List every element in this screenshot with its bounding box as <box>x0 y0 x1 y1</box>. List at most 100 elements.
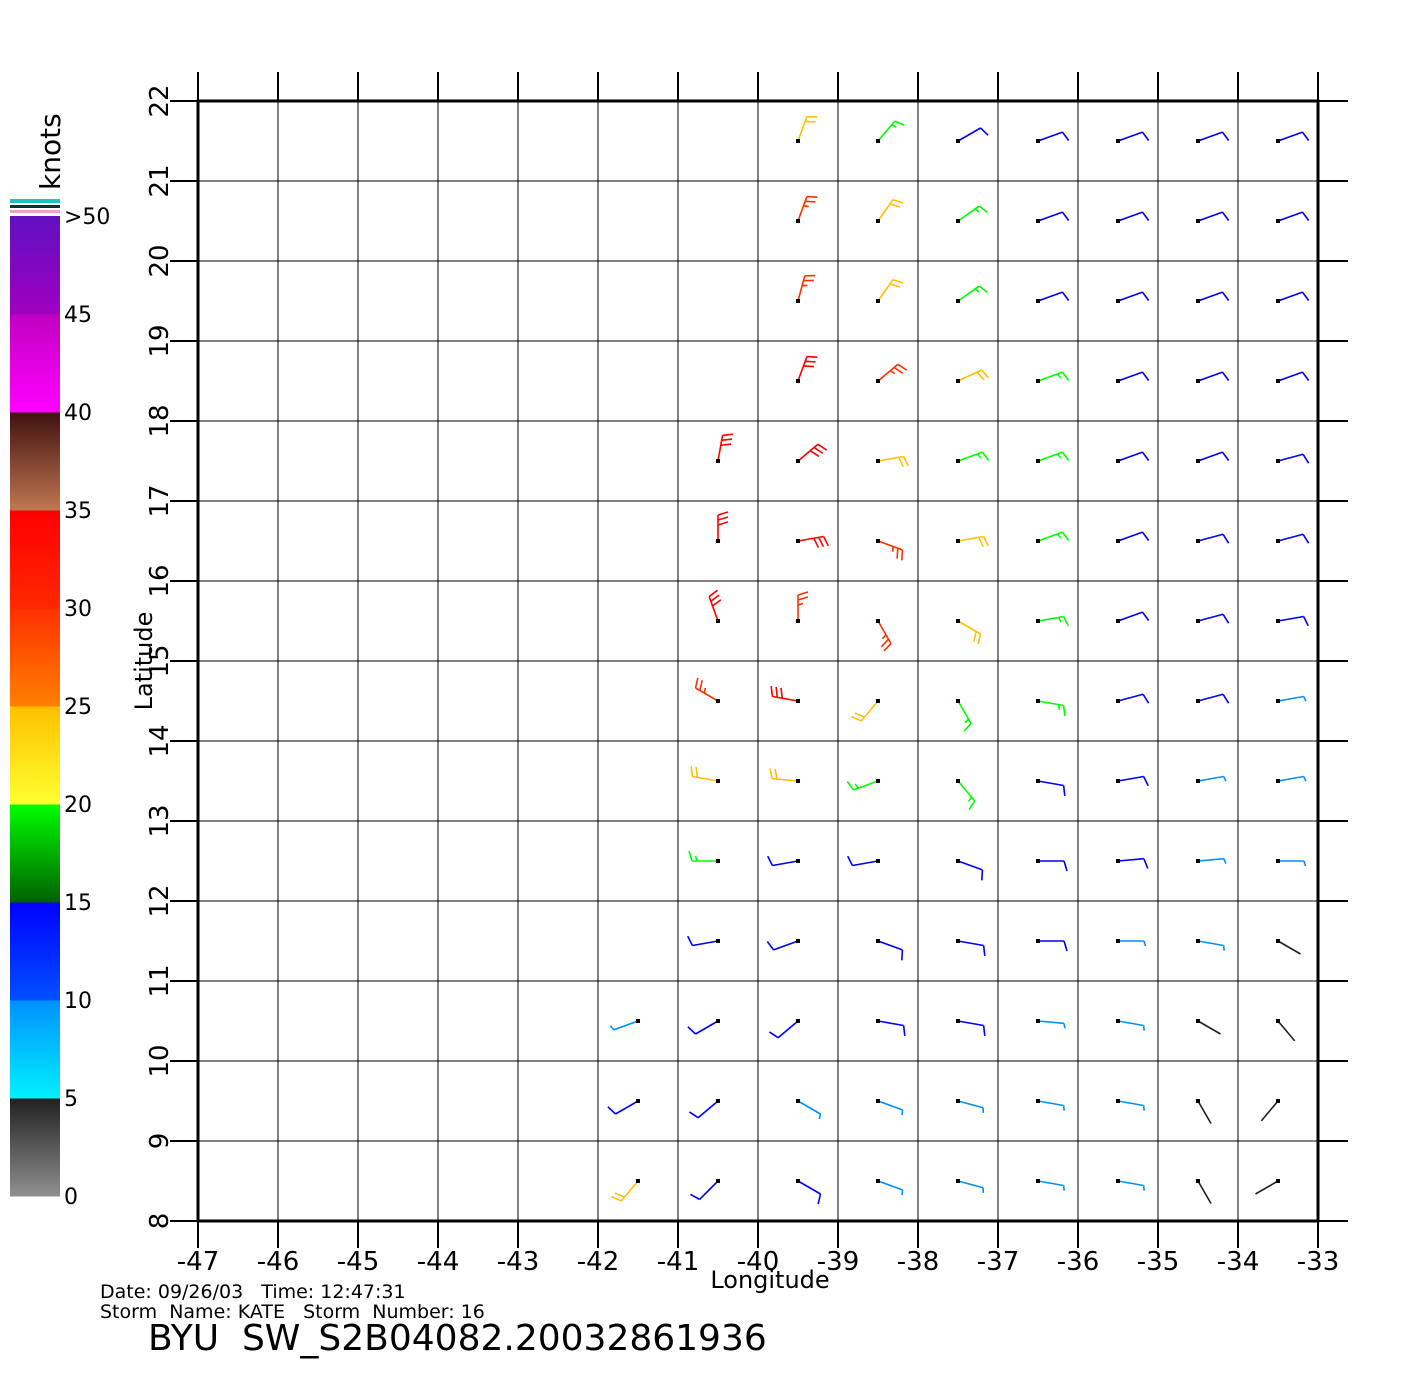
wind-barb-origin <box>1036 1019 1040 1023</box>
wind-barb-origin <box>716 699 720 703</box>
wind-barb-origin <box>1196 1099 1200 1103</box>
wind-barb-origin <box>1276 539 1280 543</box>
wind-barb-origin <box>1276 1019 1280 1023</box>
wind-barb-origin <box>956 939 960 943</box>
wind-barb <box>797 443 828 462</box>
y-tick-label: 14 <box>145 724 175 757</box>
wind-barb <box>1197 451 1230 462</box>
wind-barb <box>1117 131 1150 142</box>
wind-barb <box>688 1100 719 1119</box>
wind-barb-origin <box>1116 379 1120 383</box>
wind-barb-origin <box>1036 219 1040 223</box>
wind-barb-origin <box>956 1099 960 1103</box>
wind-barb <box>1197 131 1230 142</box>
wind-barb <box>797 274 816 302</box>
wind-barb <box>957 285 988 302</box>
wind-barb-origin <box>1036 539 1040 543</box>
colorbar-segment <box>10 1000 60 1099</box>
wind-barb-origin <box>956 1019 960 1023</box>
wind-barb <box>1255 1180 1279 1195</box>
wind-barb <box>957 451 990 462</box>
wind-barb-origin <box>796 699 800 703</box>
wind-barb-origin <box>1116 619 1120 623</box>
x-tick-label: -42 <box>577 1247 619 1277</box>
x-tick-label: -47 <box>177 1247 219 1277</box>
wind-barb-origin <box>796 539 800 543</box>
wind-barb <box>797 1180 822 1205</box>
wind-barb <box>770 686 799 702</box>
x-tick-label: -35 <box>1137 1247 1179 1277</box>
wind-barb <box>766 855 799 867</box>
wind-barb-origin <box>1116 459 1120 463</box>
footer-line: Storm Name: KATE Storm Number: 16 <box>100 1301 485 1323</box>
wind-barb-origin <box>956 379 960 383</box>
wind-barb-origin <box>1116 139 1120 143</box>
wind-barb <box>1117 857 1149 869</box>
wind-barb <box>877 120 905 142</box>
y-tick-label: 10 <box>145 1044 175 1077</box>
wind-barb <box>708 589 722 622</box>
wind-barb-origin <box>796 139 800 143</box>
wind-barb <box>1197 693 1230 704</box>
wind-barb <box>957 1180 985 1193</box>
colorbar-tick-label: 15 <box>64 891 92 916</box>
wind-barb <box>1277 533 1310 544</box>
wind-barb-origin <box>716 619 720 623</box>
wind-barb <box>957 620 982 645</box>
wind-barb-origin <box>876 939 880 943</box>
wind-barb <box>877 1100 904 1116</box>
y-tick-label: 15 <box>145 644 175 677</box>
colorbar-tick-label: 10 <box>64 989 92 1014</box>
wind-barb <box>1038 860 1068 872</box>
wind-barb-origin <box>796 459 800 463</box>
wind-barb <box>1277 615 1310 627</box>
colorbar-cap <box>10 210 60 213</box>
wind-barb <box>1197 291 1230 302</box>
wind-barb <box>1277 371 1310 382</box>
wind-barb <box>1037 780 1066 796</box>
y-tick-label: 11 <box>145 964 175 997</box>
wind-barb-origin <box>956 859 960 863</box>
colorbar-segment <box>10 804 60 903</box>
wind-barb <box>686 935 719 947</box>
wind-barb <box>957 205 988 222</box>
wind-barb <box>1197 613 1230 624</box>
y-tick-label: 12 <box>145 884 175 917</box>
wind-barb-origin <box>716 1179 720 1183</box>
wind-barb-origin <box>876 219 880 223</box>
wind-barb <box>1197 1180 1212 1204</box>
wind-barb-origin <box>1276 1179 1280 1183</box>
colorbar-segment <box>10 1098 60 1197</box>
wind-barb <box>877 1180 904 1196</box>
wind-barb-origin <box>1276 299 1280 303</box>
x-tick-label: -34 <box>1217 1247 1259 1277</box>
wind-barb <box>846 855 879 867</box>
wind-barb <box>957 369 990 382</box>
wind-barb <box>877 455 910 468</box>
wind-barb-origin <box>1036 299 1040 303</box>
wind-barb <box>877 198 904 222</box>
wind-barb-origin <box>956 219 960 223</box>
y-tick-label: 19 <box>145 324 175 357</box>
colorbar-tick-label: >50 <box>64 205 110 230</box>
wind-barb-origin <box>1196 859 1200 863</box>
wind-barb-origin <box>876 539 880 543</box>
wind-barb-origin <box>876 619 880 623</box>
wind-barb-origin <box>876 379 880 383</box>
x-tick-label: -41 <box>657 1247 699 1277</box>
wind-barb-origin <box>1276 219 1280 223</box>
wind-barb <box>1117 1020 1146 1031</box>
wind-barb-origin <box>716 859 720 863</box>
wind-barb-origin <box>1036 459 1040 463</box>
wind-barb <box>1260 1100 1279 1122</box>
wind-barb-origin <box>796 379 800 383</box>
wind-barb <box>877 363 908 382</box>
wind-barb-origin <box>1196 139 1200 143</box>
wind-barb <box>957 860 984 881</box>
wind-barb-origin <box>1036 859 1040 863</box>
wind-barb <box>846 780 879 791</box>
wind-barb <box>1037 700 1066 716</box>
wind-barb <box>1277 940 1301 955</box>
wind-barb <box>687 1020 719 1035</box>
x-tick-label: -36 <box>1057 1247 1099 1277</box>
